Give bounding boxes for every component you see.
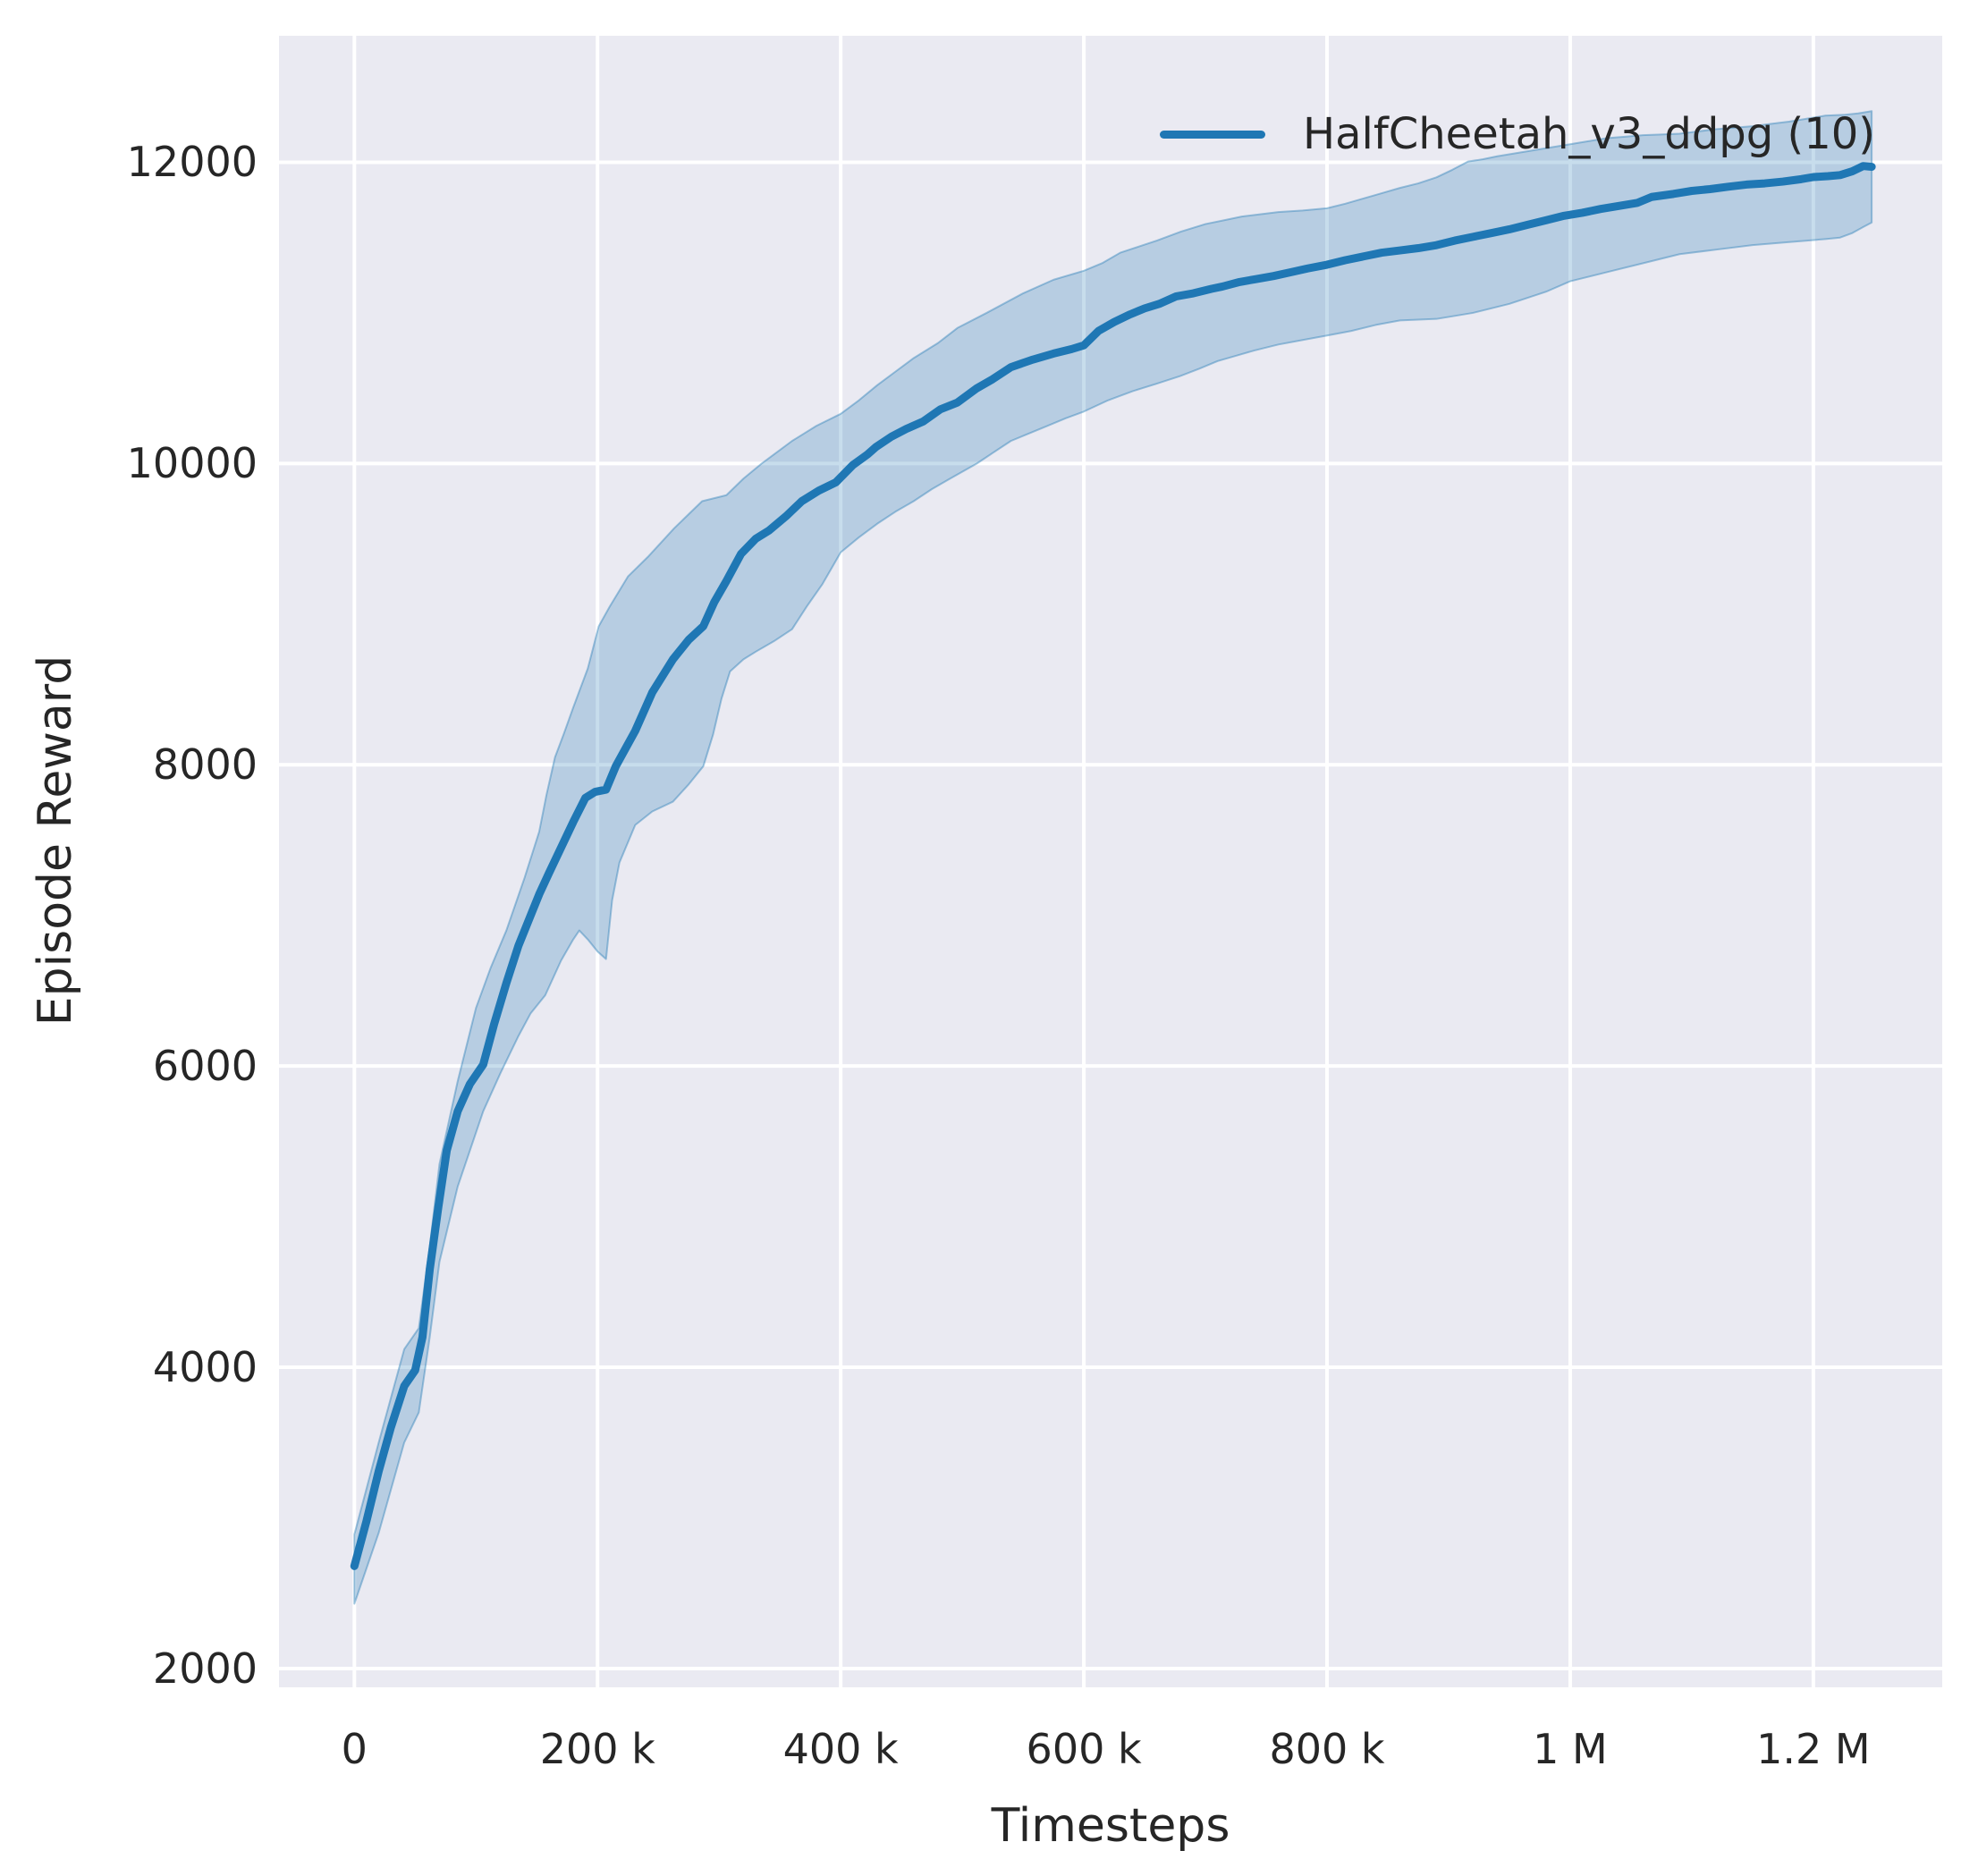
x-tick-label: 400 k	[782, 1725, 899, 1773]
x-tick-label: 200 k	[539, 1725, 655, 1773]
gridlines	[279, 36, 1942, 1687]
y-tick-label: 8000	[152, 740, 258, 790]
x-tick-label: 1.2 M	[1756, 1725, 1871, 1773]
confidence-band	[353, 110, 1873, 1605]
plot-area: HalfCheetah_v3_ddpg (10)	[279, 36, 1942, 1687]
x-tick-label: 800 k	[1269, 1725, 1385, 1773]
y-tick-label: 10000	[126, 439, 258, 488]
y-tick-label: 4000	[152, 1343, 258, 1392]
y-tick-label: 6000	[152, 1042, 258, 1091]
chart-svg	[279, 36, 1942, 1687]
x-axis-title: Timesteps	[991, 1799, 1230, 1853]
x-tick-label: 0	[341, 1725, 368, 1773]
y-axis-title: Episode Reward	[29, 655, 82, 1027]
x-tick-label: 600 k	[1026, 1725, 1142, 1773]
y-tick-label: 2000	[152, 1644, 258, 1693]
series-line	[350, 162, 1876, 1570]
x-tick-label: 1 M	[1533, 1725, 1608, 1773]
mean-line	[350, 162, 1876, 1570]
confidence-band-region	[353, 110, 1873, 1605]
y-tick-label: 12000	[126, 138, 258, 187]
